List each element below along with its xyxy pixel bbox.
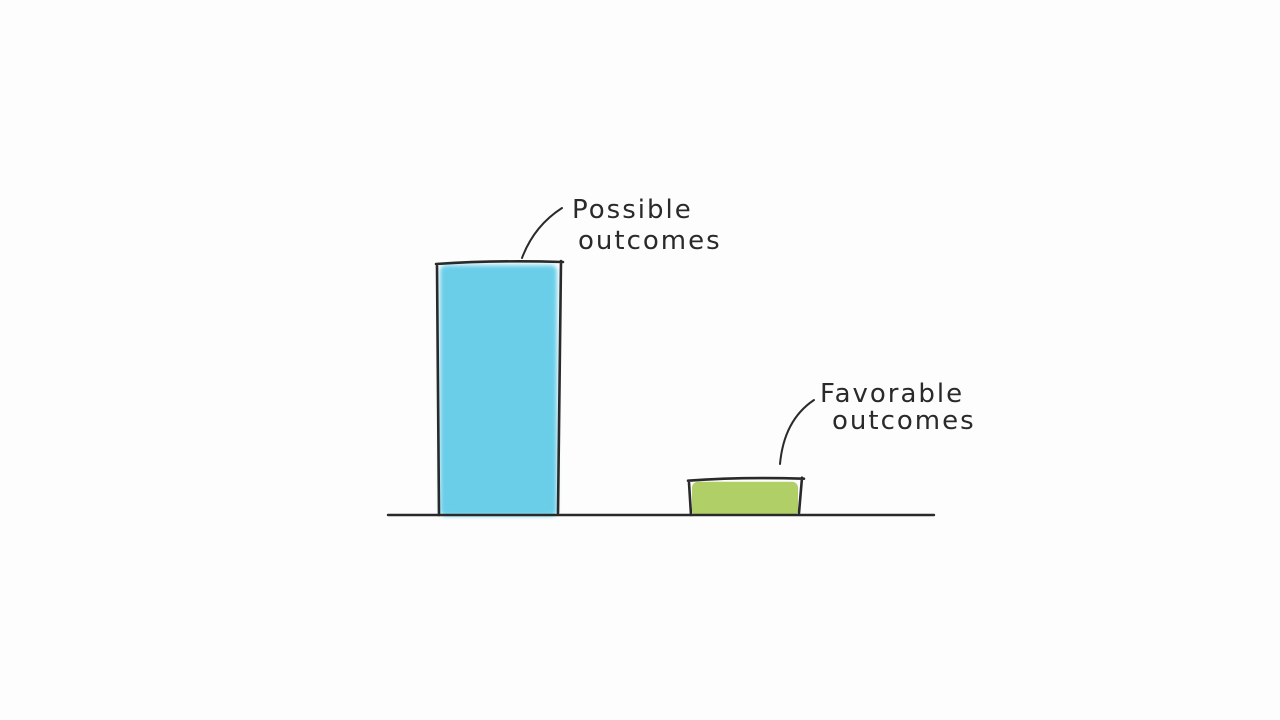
- bar-possible-outcomes: [440, 265, 557, 516]
- annotation-possible-outcomes: Possible outcomes: [572, 195, 722, 256]
- annotation-favorable-outcomes: Favorable outcomes: [820, 379, 976, 436]
- bar-possible-outcomes-outline: [434, 259, 565, 517]
- annotation-favorable-line-2: outcomes: [832, 406, 976, 436]
- annotation-possible-line-1: Possible: [572, 195, 693, 225]
- annotation-leader-favorable: [779, 399, 815, 465]
- annotation-favorable-line-1: Favorable: [820, 379, 964, 409]
- bar-favorable-outcomes: [692, 481, 798, 516]
- annotation-leader-possible: [521, 207, 563, 259]
- bar-favorable-outcomes-outline: [686, 476, 806, 517]
- annotation-possible-line-2: outcomes: [578, 226, 722, 256]
